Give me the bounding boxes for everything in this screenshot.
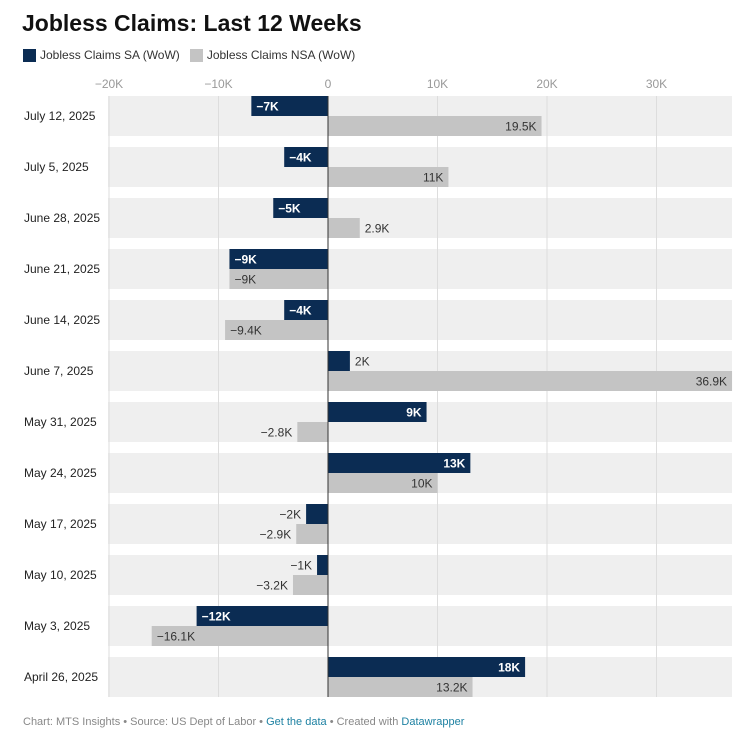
category-label: May 24, 2025 <box>24 466 97 480</box>
bar-sa <box>196 606 328 626</box>
category-label: April 26, 2025 <box>24 670 98 684</box>
data-label-sa: −7K <box>256 100 279 114</box>
legend-item-nsa: Jobless Claims NSA (WoW) <box>189 48 356 62</box>
data-label-sa: −9K <box>234 253 257 267</box>
bar-nsa <box>296 524 328 544</box>
x-tick-label: 0 <box>325 77 332 91</box>
category-label: June 14, 2025 <box>24 313 100 327</box>
chart-legend: Jobless Claims SA (WoW) Jobless Claims N… <box>23 48 365 62</box>
legend-item-sa: Jobless Claims SA (WoW) <box>23 48 180 62</box>
x-tick-label: 20K <box>536 77 557 91</box>
x-tick-label: 30K <box>646 77 667 91</box>
data-label-nsa: −2.9K <box>260 528 292 542</box>
bar-sa <box>273 198 328 218</box>
legend-label-sa: Jobless Claims SA (WoW) <box>40 48 180 62</box>
data-label-sa: −2K <box>279 508 301 522</box>
row-background <box>108 555 732 595</box>
bar-nsa <box>297 422 328 442</box>
data-label-nsa: 19.5K <box>505 120 536 134</box>
bar-sa <box>328 351 350 371</box>
category-label: June 28, 2025 <box>24 211 100 225</box>
row-background <box>108 300 732 340</box>
category-label: July 12, 2025 <box>24 109 96 123</box>
row-background <box>108 249 732 289</box>
data-label-nsa: 10K <box>411 477 432 491</box>
legend-label-nsa: Jobless Claims NSA (WoW) <box>206 48 356 62</box>
bar-sa <box>284 147 328 167</box>
bar-nsa <box>292 575 328 595</box>
data-label-sa: 13K <box>443 457 465 471</box>
category-label: July 5, 2025 <box>24 160 89 174</box>
bar-sa <box>284 300 328 320</box>
get-the-data-link[interactable]: Get the data <box>266 716 327 728</box>
data-label-sa: −4K <box>289 151 312 165</box>
chart-title: Jobless Claims: Last 12 Weeks <box>22 10 362 36</box>
category-label: June 21, 2025 <box>24 262 100 276</box>
bar-nsa <box>229 269 328 289</box>
data-label-nsa: 2.9K <box>365 222 390 236</box>
bar-sa <box>328 657 526 677</box>
category-label: May 17, 2025 <box>24 517 97 531</box>
category-label: May 10, 2025 <box>24 568 97 582</box>
data-label-nsa: 13.2K <box>436 681 467 695</box>
bar-sa <box>317 555 328 575</box>
data-label-sa: −12K <box>202 610 231 624</box>
bar-nsa <box>328 218 360 238</box>
bar-sa <box>229 249 328 269</box>
row-background <box>108 504 732 544</box>
datawrapper-link[interactable]: Datawrapper <box>401 716 465 728</box>
legend-swatch-sa <box>23 48 36 62</box>
data-label-sa: −4K <box>289 304 312 318</box>
bar-nsa <box>328 677 473 697</box>
data-label-nsa: −9.4K <box>230 324 262 338</box>
footer-credit: Chart: MTS Insights • Source: US Dept of… <box>23 716 267 728</box>
x-tick-label: 10K <box>427 77 448 91</box>
data-label-nsa: −16.1K <box>157 630 195 644</box>
data-label-sa: 18K <box>498 661 520 675</box>
data-label-nsa: −9K <box>234 273 256 287</box>
bar-nsa <box>328 116 542 136</box>
category-label: June 7, 2025 <box>24 364 94 378</box>
data-label-sa: 2K <box>355 355 370 369</box>
data-label-nsa: 11K <box>423 171 443 185</box>
row-background <box>108 198 732 238</box>
data-label-sa: −1K <box>290 559 312 573</box>
footer-created-with: • Created with <box>326 716 402 728</box>
data-label-nsa: −3.2K <box>256 579 288 593</box>
data-label-nsa: −2.8K <box>261 426 293 440</box>
legend-swatch-nsa <box>189 48 203 62</box>
bar-nsa <box>151 626 328 646</box>
category-label: May 3, 2025 <box>24 619 90 633</box>
chart-footer: Chart: MTS Insights • Source: US Dept of… <box>23 716 464 728</box>
x-tick-label: −20K <box>95 77 123 91</box>
x-tick-label: −10K <box>204 77 232 91</box>
bar-sa <box>306 504 328 524</box>
bar-sa <box>251 96 328 116</box>
category-label: May 31, 2025 <box>24 415 97 429</box>
bar-nsa <box>328 371 733 391</box>
bar-nsa <box>328 473 438 493</box>
data-label-sa: −5K <box>278 202 301 216</box>
bar-nsa <box>225 320 328 340</box>
bar-nsa <box>328 167 449 187</box>
data-label-sa: 9K <box>406 406 422 420</box>
bar-sa <box>328 453 471 473</box>
bar-sa <box>328 402 427 422</box>
data-label-nsa: 36.9K <box>696 375 727 389</box>
bar-chart: −20K −10K 0 10K 20K 30K July 12, 2025 −7K 19.5K J… <box>24 77 733 697</box>
